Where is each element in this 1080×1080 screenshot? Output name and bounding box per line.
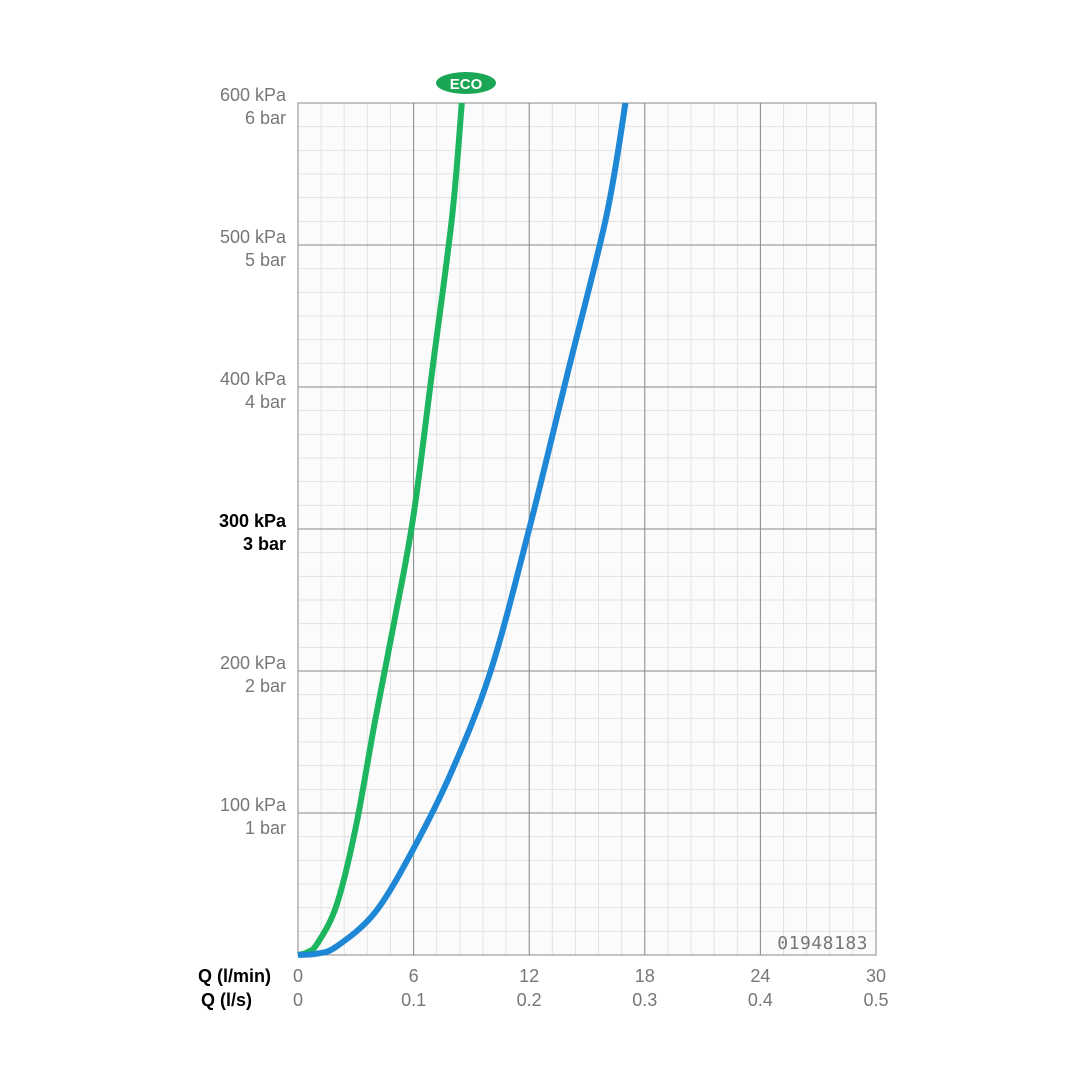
series-line-2: [297, 102, 629, 958]
x-tick-label-ls: 0.3: [632, 990, 657, 1010]
y-tick-label-bar: 3 bar: [243, 534, 286, 554]
x-tick-label-lmin: 18: [635, 966, 655, 986]
eco-badge-label: ECO: [450, 76, 483, 93]
x-tick-label-lmin: 30: [866, 966, 886, 986]
y-tick-label-kpa: 200 kPa: [220, 653, 287, 673]
y-axis-ticks: 600 kPa 6 bar 500 kPa 5 bar 400 kPa 4 bar 300 …: [219, 85, 287, 838]
x-tick-label-lmin: 24: [750, 966, 770, 986]
chart-series-layer: [297, 102, 629, 958]
x-axis-ticks: 0 0 6 0.1 12 0.2 18 0.3 24 0.4 30 0.5: [293, 966, 889, 1010]
eco-series-line: [297, 102, 465, 958]
y-tick-label-kpa: 400 kPa: [220, 369, 287, 389]
chart-grid: [297, 102, 877, 956]
y-tick-label-kpa: 600 kPa: [220, 85, 287, 105]
plot-frame: [297, 102, 877, 956]
y-tick-label-bar: 2 bar: [245, 676, 286, 696]
x-axis-title-lmin: Q (l/min): [198, 966, 271, 986]
x-tick-label-lmin: 6: [409, 966, 419, 986]
y-tick-label-kpa: 300 kPa: [219, 511, 287, 531]
x-axis-title-ls: Q (l/s): [201, 990, 252, 1010]
x-tick-label-ls: 0.2: [517, 990, 542, 1010]
x-tick-label-lmin: 12: [519, 966, 539, 986]
y-tick-label-kpa: 100 kPa: [220, 795, 287, 815]
y-tick-label-bar: 5 bar: [245, 250, 286, 270]
x-tick-label-ls: 0.1: [401, 990, 426, 1010]
x-tick-label-ls: 0.5: [863, 990, 888, 1010]
x-tick-label-lmin: 0: [293, 966, 303, 986]
eco-badge-shape: [436, 72, 496, 94]
x-tick-label-ls: 0.4: [748, 990, 773, 1010]
product-code: 01948183: [777, 933, 868, 954]
y-tick-label-bar: 4 bar: [245, 392, 286, 412]
y-tick-label-bar: 1 bar: [245, 818, 286, 838]
eco-badge: ECO: [436, 72, 496, 94]
y-tick-label-kpa: 500 kPa: [220, 227, 287, 247]
x-tick-label-ls: 0: [293, 990, 303, 1010]
y-tick-label-bar: 6 bar: [245, 108, 286, 128]
